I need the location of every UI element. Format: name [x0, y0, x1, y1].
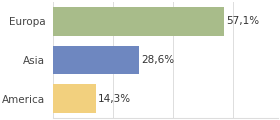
Text: 28,6%: 28,6% [141, 55, 174, 65]
Bar [53, 7, 224, 36]
Bar [53, 45, 139, 75]
Text: 57,1%: 57,1% [227, 16, 260, 26]
Bar [53, 84, 96, 113]
Text: 14,3%: 14,3% [98, 94, 131, 104]
